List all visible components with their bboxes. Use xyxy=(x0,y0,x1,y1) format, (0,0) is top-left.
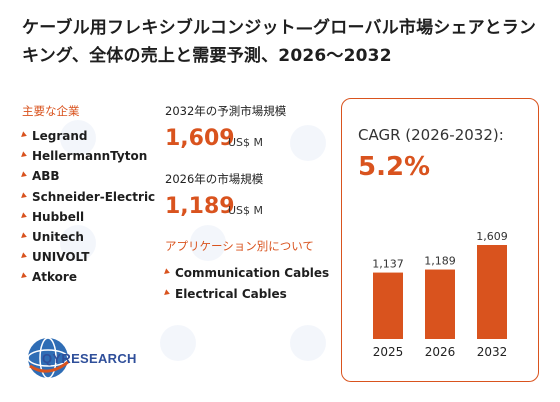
watermark-logo xyxy=(290,125,326,161)
logo-text: QYRESEARCH xyxy=(42,351,137,366)
company-item: UNIVOLT xyxy=(21,250,155,270)
triangle-bullet-icon xyxy=(21,151,28,159)
company-item: Hubbell xyxy=(21,209,155,230)
bar-chart: 1,137 2025 1,189 2026 1,609 2032 xyxy=(372,230,508,359)
company-name: Schneider-Electric xyxy=(32,189,156,204)
triangle-bullet-icon xyxy=(164,289,171,297)
companies-heading: 主要な企業 xyxy=(22,104,80,118)
category-label: 2026 xyxy=(425,345,456,359)
bar-value-label: 1,609 xyxy=(476,230,508,243)
company-name: Legrand xyxy=(32,129,88,143)
triangle-bullet-icon xyxy=(21,131,28,139)
watermark-logo xyxy=(60,225,96,261)
bar-2025 xyxy=(373,272,403,339)
triangle-bullet-icon xyxy=(21,191,28,200)
company-name: HellermannTyton xyxy=(32,149,148,164)
company-name: UNIVOLT xyxy=(32,250,90,265)
watermark-logo xyxy=(160,325,196,361)
triangle-bullet-icon xyxy=(21,171,28,180)
application-name: Communication Cables xyxy=(175,266,330,280)
category-label: 2032 xyxy=(477,345,508,359)
logo-globe-icon xyxy=(27,337,69,379)
market-2032-value: 1,609 xyxy=(165,126,235,151)
market-2032-label: 2032年の予測市場規模 xyxy=(165,104,287,118)
bar-value-label: 1,189 xyxy=(424,255,456,268)
company-name: ABB xyxy=(32,169,60,184)
company-name: Hubbell xyxy=(32,209,85,224)
triangle-bullet-icon xyxy=(21,232,28,240)
category-label: 2025 xyxy=(373,345,404,359)
watermark-logo xyxy=(290,325,326,361)
cagr-value: 5.2% xyxy=(358,152,431,182)
application-name: Electrical Cables xyxy=(175,287,287,301)
company-item: ABB xyxy=(21,169,155,189)
bar-value-label: 1,137 xyxy=(372,258,404,271)
company-item: Unitech xyxy=(21,229,155,250)
triangle-bullet-icon xyxy=(164,268,171,276)
market-2032-unit: US$ M xyxy=(228,136,264,149)
watermark-logo xyxy=(60,120,96,156)
company-logo: QYRESEARCH xyxy=(24,332,144,384)
market-2026-unit: US$ M xyxy=(228,204,264,217)
application-item: Communication Cables xyxy=(164,266,330,287)
market-2026-value: 1,189 xyxy=(165,194,235,219)
company-list: Legrand HellermannTyton ABB Schneider-El… xyxy=(21,129,156,291)
bar-2032 xyxy=(477,245,507,339)
company-item: Atkore xyxy=(21,270,155,290)
page-title: ケーブル用フレキシブルコンジット—グローバル市場シェアとランキング、全体の売上と… xyxy=(22,18,537,66)
triangle-bullet-icon xyxy=(21,252,28,260)
bar-2026 xyxy=(425,269,455,339)
triangle-bullet-icon xyxy=(21,212,28,220)
market-2026-label: 2026年の市場規模 xyxy=(165,172,264,186)
application-list: Communication Cables Electrical Cables xyxy=(164,266,330,308)
cagr-label: CAGR (2026-2032): xyxy=(358,126,504,144)
company-name: Unitech xyxy=(32,229,84,244)
watermark-logo xyxy=(190,225,226,261)
company-item: HellermannTyton xyxy=(21,149,155,169)
company-item: Schneider-Electric xyxy=(21,189,156,210)
triangle-bullet-icon xyxy=(21,272,28,280)
applications-heading: アプリケーション別について xyxy=(165,239,314,253)
company-name: Atkore xyxy=(32,270,77,285)
application-item: Electrical Cables xyxy=(164,287,329,308)
company-item: Legrand xyxy=(21,129,155,149)
